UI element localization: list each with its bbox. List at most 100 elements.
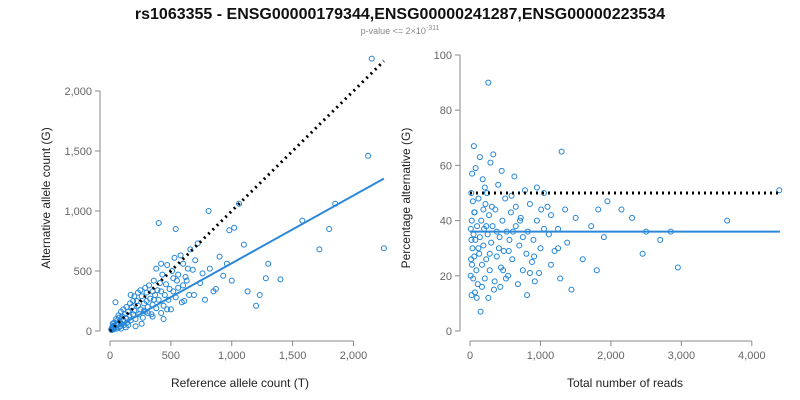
scatter-point (579, 256, 586, 263)
scatter-point (674, 264, 681, 271)
y-tick-label: 60 (440, 160, 452, 172)
scatter-point (205, 208, 212, 214)
scatter-point (533, 217, 540, 224)
x-tick-label: 1,000 (527, 350, 555, 362)
scatter-point (142, 284, 149, 291)
scatter-point (149, 288, 156, 295)
y-axis-label: Percentage alternative (G) (399, 128, 413, 269)
scatter-point (618, 206, 625, 213)
scatter-point (468, 292, 475, 299)
scatter-point (485, 294, 492, 301)
scatter-point (517, 217, 524, 224)
scatter-point (120, 306, 127, 313)
scatter-point (112, 299, 119, 306)
scatter-point (524, 292, 531, 299)
scatter-point (187, 246, 194, 253)
scatter-point (468, 261, 475, 268)
scatter-point (244, 288, 251, 295)
scatter-point (502, 195, 509, 202)
scatter-point (167, 306, 174, 313)
scatter-point (604, 198, 611, 205)
scatter-point (557, 275, 564, 282)
scatter-point (133, 298, 140, 304)
scatter-point (206, 265, 213, 272)
x-tick-label: 3,000 (668, 350, 696, 362)
scatter-point (776, 187, 783, 194)
scatter-point (475, 195, 482, 202)
scatter-point (530, 236, 537, 243)
scatter-point (474, 223, 481, 230)
scatter-point (127, 292, 134, 298)
scatter-point (495, 181, 502, 188)
scatter-point (164, 306, 171, 313)
scatter-point (657, 236, 664, 243)
scatter-point (486, 267, 493, 274)
scatter-point (326, 226, 333, 232)
scatter-point (171, 254, 178, 261)
scatter-point (231, 224, 238, 231)
scatter-point (172, 226, 179, 232)
scatter-point (500, 247, 507, 254)
scatter-point (316, 246, 323, 253)
scatter-point (536, 270, 543, 277)
scatter-point (253, 302, 260, 309)
fit-line (109, 177, 385, 332)
scatter-point (192, 257, 199, 264)
scatter-point (155, 220, 162, 226)
scatter-point (514, 281, 521, 288)
scatter-point (141, 300, 148, 307)
scatter-point (540, 225, 547, 232)
scatter-point (236, 200, 243, 207)
scatter-point (150, 296, 157, 303)
scatter-point (471, 209, 478, 216)
scatter-point (500, 267, 507, 274)
scatter-point (496, 234, 503, 241)
scatter-point (117, 325, 124, 332)
scatter-point (199, 270, 206, 277)
scatter-point (472, 236, 479, 243)
scatter-point (132, 323, 139, 330)
scatter-point (480, 242, 487, 249)
scatter-point (220, 272, 227, 279)
scatter-point (483, 223, 490, 230)
scatter-point (639, 250, 646, 257)
scatter-point (600, 234, 607, 241)
scatter-point (478, 261, 485, 268)
scatter-point (469, 198, 476, 205)
scatter-point (531, 253, 538, 260)
scatter-point (545, 231, 552, 238)
scatter-point (158, 310, 165, 316)
scatter-point (380, 245, 387, 252)
scatter-point (537, 245, 544, 252)
scatter-point (493, 253, 500, 260)
scatter-point (170, 275, 177, 282)
scatter-point (490, 286, 497, 293)
scatter-point (490, 151, 497, 158)
scatter-point (488, 239, 495, 246)
scatter-point (479, 176, 486, 183)
scatter-point (476, 234, 483, 241)
x-axis-label: Reference allele count (T) (171, 376, 309, 390)
scatter-point (509, 256, 516, 263)
scatter-point (470, 143, 477, 150)
scatter-point (180, 260, 187, 267)
scatter-point (531, 278, 538, 285)
scatter-point (474, 281, 481, 288)
scatter-point (155, 296, 162, 303)
scatter-point (595, 206, 602, 213)
scatter-point (480, 206, 487, 213)
x-tick-label: 500 (162, 350, 180, 362)
scatter-point (226, 227, 233, 234)
scatter-point (182, 274, 189, 280)
scatter-point (629, 214, 636, 221)
scatter-point (160, 316, 167, 322)
scatter-point (548, 212, 555, 219)
scatter-point (468, 190, 475, 196)
scatter-point (473, 294, 480, 301)
scatter-point (572, 214, 579, 221)
scatter-point (210, 288, 217, 295)
x-axis-label: Total number of reads (567, 376, 683, 390)
scatter-point (256, 292, 263, 298)
scatter-point (481, 275, 488, 282)
